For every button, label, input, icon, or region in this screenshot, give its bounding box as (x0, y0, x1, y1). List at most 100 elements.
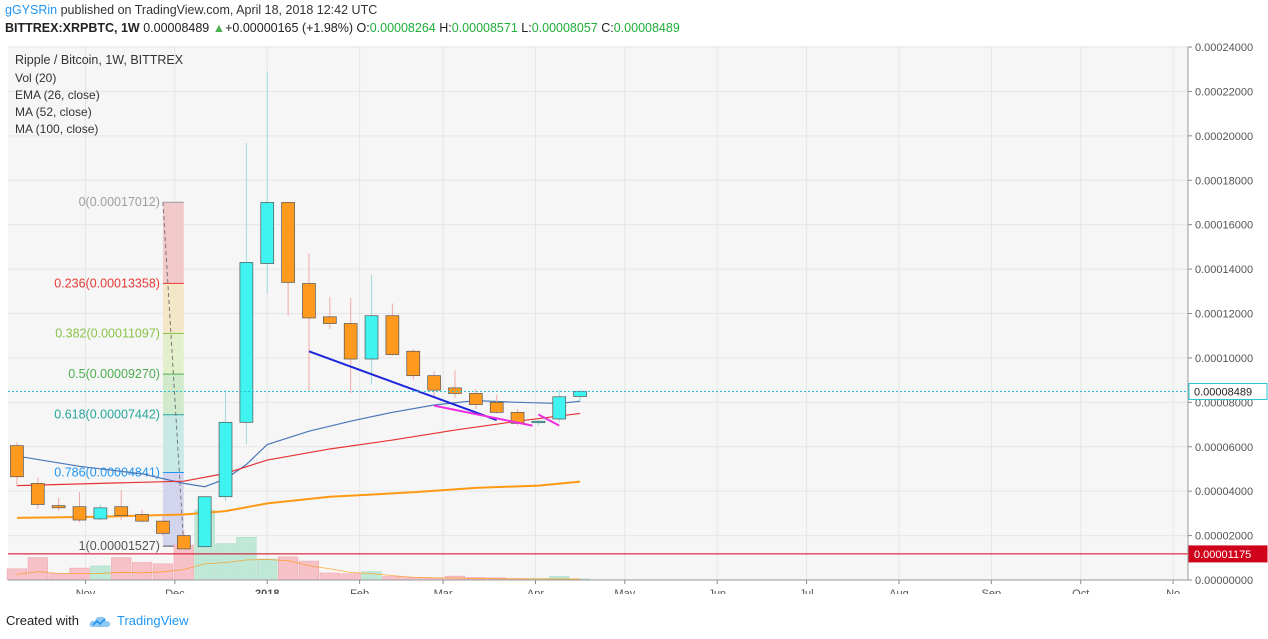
x-tick-label: No (1166, 588, 1180, 594)
candle (30, 477, 45, 509)
x-tick-label: 2018 (255, 588, 279, 594)
y-tick-label: 0.00016000 (1195, 220, 1253, 232)
close-label: C: (601, 21, 614, 35)
tradingview-logo[interactable]: TradingView (89, 613, 189, 628)
x-tick-label: Oct (1072, 588, 1089, 594)
candle-body (427, 375, 441, 391)
candle-body (406, 350, 421, 377)
y-tick-label: 0.00022000 (1195, 86, 1253, 98)
candle-body (135, 514, 149, 522)
candle (218, 390, 233, 502)
published-text: published on TradingView.com, April 18, … (60, 3, 378, 17)
price-chart[interactable]: 0.00000000 0.00002000 0.00004000 0.00006000… (0, 40, 1268, 594)
footer: Created with TradingView (6, 613, 189, 628)
x-tick-label: Jul (800, 588, 814, 594)
cloud-icon (89, 616, 110, 627)
y-tick-label: 0.00012000 (1195, 309, 1253, 321)
candle-body (260, 202, 275, 264)
fib-level-label: 0.618(0.00007442) (54, 408, 160, 422)
candle-body (552, 396, 567, 420)
price-change: +0.00000165 (+1.98%) (225, 21, 354, 35)
volume-bar (48, 573, 69, 581)
candle (552, 390, 567, 423)
candle (114, 490, 129, 521)
candle (531, 420, 546, 426)
x-tick-label: Sep (982, 588, 1002, 594)
fib-zone (162, 283, 184, 334)
candle (385, 303, 400, 356)
candle (469, 389, 483, 409)
candle (197, 496, 212, 548)
author-link[interactable]: gGYSRin (5, 3, 58, 17)
volume-bar (131, 562, 153, 581)
created-with-text: Created with (6, 613, 79, 628)
price-label-box (1188, 545, 1268, 563)
candle (364, 274, 379, 385)
close-value: 0.00008489 (613, 21, 680, 35)
low-label: L: (521, 21, 532, 35)
candle (239, 142, 254, 445)
candle (323, 296, 337, 330)
candle (135, 510, 149, 523)
y-tick-label: 0.00024000 (1195, 42, 1253, 54)
price-label-text: 0.00008489 (1194, 386, 1252, 398)
last-price: 0.00008489 (143, 21, 210, 35)
fib-level-label: 0.236(0.00013358) (54, 276, 160, 290)
high-label: H: (439, 21, 452, 35)
volume-bar (549, 576, 570, 581)
candle (10, 442, 24, 487)
fib-level-label: 0.786(0.00004841) (54, 465, 160, 479)
fib-level-label: 1(0.00001527) (79, 539, 160, 553)
tradingview-brand[interactable]: TradingView (116, 613, 189, 628)
candle (93, 504, 108, 521)
candle-body (489, 401, 504, 413)
legend-ema26[interactable]: EMA (26, close) (15, 88, 100, 102)
legend-ma52[interactable]: MA (52, close) (15, 105, 92, 119)
x-tick-label: Jun (708, 588, 726, 594)
up-arrow-icon: ▲ (212, 21, 226, 35)
fib-zone (162, 414, 184, 473)
y-tick-label: 0.00000000 (1195, 575, 1253, 587)
trendline (308, 350, 498, 422)
volume-ma-line (16, 559, 581, 580)
legend-volume[interactable]: Vol (20) (15, 71, 57, 85)
candle (260, 71, 275, 294)
chart-legend-title: Ripple / Bitcoin, 1W, BITTREX (15, 53, 184, 67)
y-tick-label: 0.00004000 (1195, 486, 1253, 498)
candle-body (197, 496, 212, 548)
trendline (433, 404, 533, 427)
candle-body (156, 520, 170, 534)
publish-info: gGYSRin published on TradingView.com, Ap… (5, 3, 377, 17)
open-label: O: (356, 21, 370, 35)
candle-body (239, 262, 254, 423)
price-label-text: 0.00001175 (1194, 549, 1251, 561)
y-tick-label: 0.00002000 (1195, 531, 1253, 543)
y-tick-label: 0.00006000 (1195, 442, 1253, 454)
symbol-ohlc-bar: BITTREX:XRPBTC, 1W 0.00008489 ▲+0.000001… (5, 21, 680, 35)
candle-body (93, 507, 108, 520)
x-tick-label: Dec (165, 588, 185, 594)
candle-body (385, 315, 400, 355)
x-tick-label: Apr (527, 588, 544, 594)
candle-body (10, 445, 24, 478)
candle-body (531, 420, 546, 424)
y-tick-label: 0.00014000 (1195, 264, 1253, 276)
volume-bar (111, 557, 132, 581)
ma-line-ma52 (16, 412, 581, 487)
volume-bar (69, 567, 90, 581)
fib-zone (162, 333, 184, 375)
candle-body (114, 506, 129, 516)
legend-ma100[interactable]: MA (100, close) (15, 122, 99, 136)
high-value: 0.00008571 (451, 21, 518, 35)
candle (489, 394, 504, 414)
x-tick-label: May (614, 588, 635, 594)
candle (176, 531, 191, 550)
candle (156, 514, 170, 536)
fib-level-label: 0(0.00017012) (79, 195, 160, 209)
symbol-label: BITTREX:XRPBTC, 1W (5, 21, 140, 35)
x-tick-label: Aug (889, 588, 909, 594)
candle-body (323, 316, 337, 324)
candle-body (51, 505, 66, 509)
fib-zone (162, 374, 184, 415)
candle-body (176, 535, 191, 550)
